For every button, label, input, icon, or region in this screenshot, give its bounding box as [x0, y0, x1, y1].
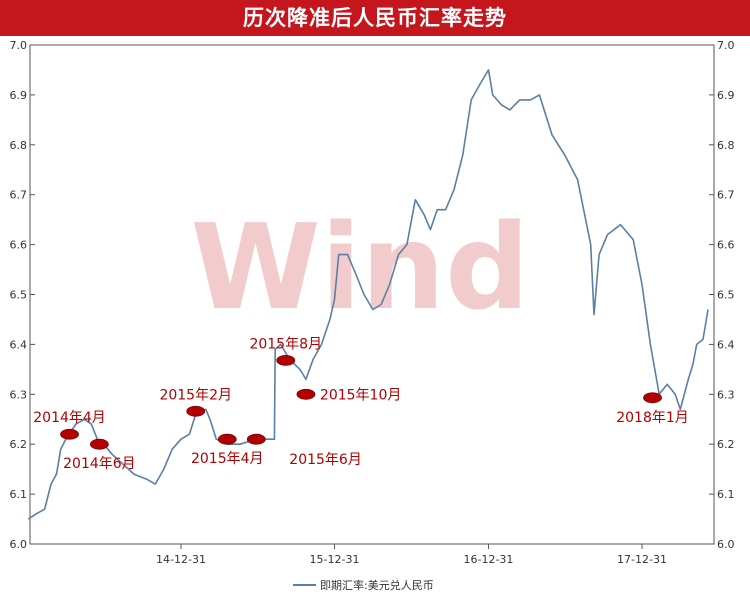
y-tick-label-right: 6.3 [717, 388, 735, 401]
y-tick-label-right: 6.5 [717, 289, 735, 302]
annotation-marker [246, 433, 266, 445]
y-tick-label-right: 6.2 [717, 438, 735, 451]
y-tick-label-right: 6.6 [717, 239, 735, 252]
x-tick-label: 17-12-31 [617, 553, 667, 566]
y-tick-label-left: 7.0 [10, 39, 28, 52]
annotation-marker [296, 388, 316, 400]
y-tick-label-left: 6.3 [10, 388, 28, 401]
x-tick-label: 14-12-31 [156, 553, 206, 566]
title-bar [0, 0, 750, 36]
y-tick-label-left: 6.4 [10, 338, 28, 351]
annotation-label: 2015年6月 [289, 452, 362, 468]
annotation-marker [276, 354, 296, 366]
chart-title: 历次降准后人民币汇率走势 [243, 5, 507, 30]
y-tick-label-left: 6.5 [10, 289, 28, 302]
annotation-marker [89, 438, 109, 450]
annotation-label: 2014年4月 [33, 410, 106, 426]
y-tick-label-left: 6.8 [10, 139, 28, 152]
y-tick-label-right: 6.1 [717, 488, 735, 501]
y-tick-label-left: 6.0 [10, 538, 28, 551]
annotation-marker [186, 405, 206, 417]
y-tick-label-left: 6.1 [10, 488, 28, 501]
annotation-marker [217, 433, 237, 445]
y-tick-label-right: 6.4 [717, 338, 735, 351]
y-tick-label-left: 6.2 [10, 438, 28, 451]
annotation-label: 2014年6月 [63, 456, 136, 472]
annotation-label: 2015年8月 [249, 336, 322, 352]
y-tick-label-right: 6.9 [717, 89, 735, 102]
y-tick-label-right: 6.0 [717, 538, 735, 551]
legend-label: 即期汇率:美元兑人民币 [320, 578, 434, 592]
x-tick-label: 16-12-31 [464, 553, 514, 566]
y-tick-label-left: 6.7 [10, 189, 28, 202]
x-tick-label: 15-12-31 [310, 553, 360, 566]
annotation-label: 2015年2月 [159, 387, 232, 403]
annotation-label: 2015年10月 [320, 387, 401, 403]
annotation-label: 2015年4月 [191, 451, 264, 467]
watermark-text: Wind [190, 198, 529, 336]
y-tick-label-right: 6.7 [717, 189, 735, 202]
y-tick-label-right: 7.0 [717, 39, 735, 52]
y-tick-label-right: 6.8 [717, 139, 735, 152]
annotation-marker [643, 392, 662, 404]
y-tick-label-left: 6.6 [10, 239, 28, 252]
series-line [27, 69, 709, 520]
annotation-marker [60, 428, 79, 440]
y-tick-label-left: 6.9 [10, 89, 28, 102]
annotation-label: 2018年1月 [616, 410, 689, 426]
